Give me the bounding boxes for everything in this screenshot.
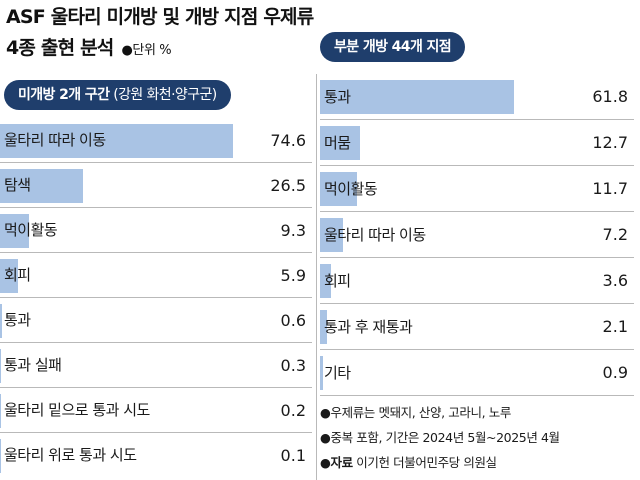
row-separator	[0, 297, 312, 298]
category-label: 회피	[4, 266, 31, 284]
category-label: 통과 실패	[4, 356, 62, 374]
row-separator	[0, 432, 312, 433]
value-label: 9.3	[280, 221, 306, 240]
chart-row: 통과 실패 0.3	[0, 343, 312, 388]
footnote-species: ●우제류는 멧돼지, 산양, 고라니, 노루	[320, 405, 511, 420]
chart-row: 회피 5.9	[0, 253, 312, 298]
bar-mark	[320, 356, 323, 390]
left-bar-chart: 울타리 따라 이동 74.6 탐색 26.5 먹이활동 9.3 회피 5.9 통과 0.6 통과 실…	[0, 118, 312, 480]
category-label: 울타리 밑으로 통과 시도	[4, 401, 150, 419]
chart-row: 먹이활동 11.7	[320, 166, 634, 212]
value-label: 0.2	[280, 401, 306, 420]
value-label: 12.7	[592, 133, 628, 152]
row-separator	[320, 303, 634, 304]
row-separator	[0, 207, 312, 208]
source-label: ●자료	[320, 455, 353, 470]
panel-divider	[316, 74, 317, 480]
value-label: 0.9	[602, 363, 628, 382]
right-panel-header: 부분 개방 44개 지점	[320, 32, 466, 62]
row-separator	[0, 252, 312, 253]
chart-row: 기타 0.9	[320, 350, 634, 396]
right-bar-chart: 통과 61.8 머뭄 12.7 먹이활동 11.7 울타리 따라 이동 7.2 회피 3.6 통과 …	[320, 74, 634, 396]
row-separator	[320, 395, 634, 396]
chart-title-line1: ASF 울타리 미개방 및 개방 지점 우제류	[6, 6, 314, 28]
chart-row: 통과 후 재통과 2.1	[320, 304, 634, 350]
chart-row: 먹이활동 9.3	[0, 208, 312, 253]
chart-row: 회피 3.6	[320, 258, 634, 304]
value-label: 5.9	[280, 266, 306, 285]
row-separator	[320, 211, 634, 212]
category-label: 울타리 위로 통과 시도	[4, 446, 137, 464]
row-separator	[320, 257, 634, 258]
category-label: 통과	[4, 311, 31, 329]
bar-mark	[0, 124, 233, 158]
category-label: 먹이활동	[324, 180, 378, 198]
bar-mark	[0, 394, 1, 428]
source-text: 이기헌 더불어민주당 의원실	[352, 455, 497, 470]
row-separator	[320, 119, 634, 120]
category-label: 회피	[324, 272, 351, 290]
left-panel-title: 미개방 2개 구간	[18, 87, 110, 103]
chart-row: 울타리 따라 이동 7.2	[320, 212, 634, 258]
category-label: 기타	[324, 364, 351, 382]
category-label: 먹이활동	[4, 221, 58, 239]
bar-mark	[0, 349, 1, 383]
right-panel-title: 부분 개방 44개 지점	[334, 39, 452, 55]
chart-row: 통과 61.8	[320, 74, 634, 120]
chart-row: 탐색 26.5	[0, 163, 312, 208]
value-label: 0.1	[280, 446, 306, 465]
value-label: 11.7	[592, 179, 628, 198]
footnote-period: ●중복 포함, 기간은 2024년 5월~2025년 4월	[320, 430, 560, 445]
chart-row: 울타리 밑으로 통과 시도 0.2	[0, 388, 312, 433]
category-label: 통과	[324, 88, 351, 106]
row-separator	[320, 165, 634, 166]
category-label: 울타리 따라 이동	[4, 131, 106, 149]
bar-mark	[320, 126, 360, 160]
value-label: 61.8	[592, 87, 628, 106]
category-label: 탐색	[4, 176, 31, 194]
bar-mark	[0, 214, 30, 248]
value-label: 26.5	[270, 176, 306, 195]
unit-label: ●단위 %	[121, 43, 172, 58]
value-label: 3.6	[602, 271, 628, 290]
chart-title-line2-text: 4종 출현 분석	[6, 37, 114, 59]
bar-mark	[0, 259, 19, 293]
left-panel-header: 미개방 2개 구간 (강원 화천·양구군)	[4, 80, 231, 110]
value-label: 0.6	[280, 311, 306, 330]
bar-mark	[320, 80, 515, 114]
bar-mark	[320, 310, 327, 344]
bar-mark	[320, 264, 332, 298]
category-label: 울타리 따라 이동	[324, 226, 426, 244]
bar-mark	[320, 218, 343, 252]
row-separator	[0, 387, 312, 388]
chart-row: 머뭄 12.7	[320, 120, 634, 166]
value-label: 0.3	[280, 356, 306, 375]
row-separator	[320, 349, 634, 350]
value-label: 74.6	[270, 131, 306, 150]
chart-title-line2: 4종 출현 분석 ●단위 %	[6, 33, 172, 60]
chart-row: 울타리 위로 통과 시도 0.1	[0, 433, 312, 478]
category-label: 통과 후 재통과	[324, 318, 413, 336]
footnote-source: ●자료 이기헌 더불어민주당 의원실	[320, 452, 560, 477]
bar-mark	[0, 169, 83, 203]
row-separator	[0, 162, 312, 163]
left-panel-subtitle: (강원 화천·양구군)	[113, 87, 217, 103]
bar-mark	[0, 304, 2, 338]
chart-row: 통과 0.6	[0, 298, 312, 343]
value-label: 7.2	[602, 225, 628, 244]
bar-mark	[0, 439, 1, 473]
row-separator	[0, 342, 312, 343]
value-label: 2.1	[602, 317, 628, 336]
chart-row: 울타리 따라 이동 74.6	[0, 118, 312, 163]
bar-mark	[320, 172, 357, 206]
footnotes: ●우제류는 멧돼지, 산양, 고라니, 노루 ●중복 포함, 기간은 2024년…	[320, 402, 560, 477]
category-label: 머뭄	[324, 134, 351, 152]
